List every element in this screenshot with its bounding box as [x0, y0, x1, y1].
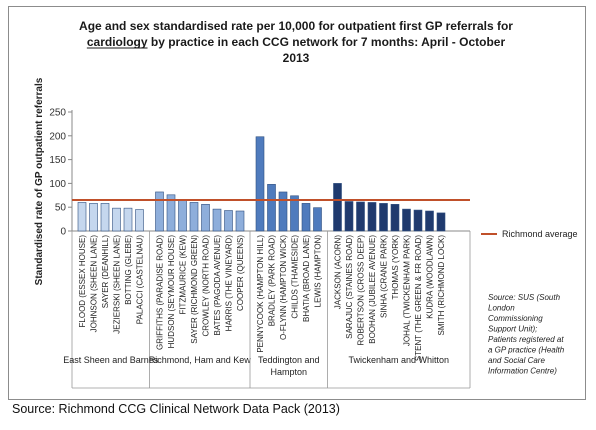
- source-note-line: Information Centre): [488, 367, 557, 376]
- y-tick-label: 150: [49, 155, 66, 166]
- bar: [112, 207, 121, 232]
- category-label: SAYER (DEANHILL): [101, 235, 110, 309]
- category-label: FITZMAURICE (KEW): [179, 235, 188, 315]
- category-label: BOOHAN (JUBILEE AVENUE): [368, 235, 377, 344]
- bar: [278, 191, 288, 232]
- bar: [267, 184, 276, 232]
- category-label: CHILDS (THAMESIDE): [291, 235, 300, 319]
- bar: [390, 204, 400, 232]
- source-note-line: London: [488, 304, 515, 313]
- category-label: KUDRA (WOODLAWN): [426, 235, 435, 319]
- category-label: SINHA (CRANE PARK): [380, 235, 389, 318]
- category-label: SMITH (RICHMOND LOCK): [437, 235, 446, 336]
- bar: [155, 191, 164, 232]
- source-note-line: Support Unit);: [488, 325, 537, 334]
- bar: [313, 207, 322, 232]
- bar: [189, 202, 199, 232]
- bar: [201, 204, 210, 232]
- chart-title-line-2: cardiology by practice in each CCG netwo…: [87, 35, 506, 49]
- category-label: JACKSON (ACORN): [334, 235, 343, 310]
- category-label: BRADLEY (PARK ROAD): [268, 235, 277, 327]
- bar: [77, 202, 87, 232]
- source-note-line: Patients registered at: [488, 335, 564, 344]
- source-caption: Source: Richmond CCG Clinical Network Da…: [12, 402, 340, 416]
- bar: [402, 208, 411, 232]
- group-label: East Sheen and Barnes: [63, 355, 159, 365]
- category-label: ROBERTSON (CROSS DEEP): [357, 235, 366, 346]
- source-note-line: Source: SUS (South: [488, 293, 561, 302]
- bar: [344, 201, 354, 232]
- bar: [436, 212, 446, 232]
- category-label: BOTTING (GLEBE): [124, 235, 133, 305]
- group-label: Richmond, Ham and Kew: [149, 355, 252, 365]
- y-tick-label: 50: [55, 203, 67, 214]
- bar: [212, 208, 222, 232]
- chart-title-line-1: Age and sex standardised rate per 10,000…: [79, 19, 513, 33]
- category-label: HARRIS (THE VINEYARD): [225, 235, 234, 332]
- bar: [224, 210, 233, 232]
- bar: [255, 136, 265, 232]
- bar: [413, 209, 423, 232]
- y-tick-label: 0: [60, 227, 66, 238]
- category-label: PALACCI (CASTELNAU): [136, 235, 145, 325]
- bar: [367, 202, 377, 232]
- category-label: SAYER (RICHMOND GREEN): [190, 235, 199, 344]
- category-label: HUDSON (SEYMOUR HOUSE): [167, 235, 176, 349]
- category-label: BATES (PAGODA AVENUE): [213, 235, 222, 336]
- bar: [356, 201, 365, 232]
- source-note-line: and Social Care: [488, 356, 545, 365]
- bar: [379, 203, 388, 232]
- bar: [235, 210, 245, 232]
- bar: [301, 203, 311, 232]
- category-label: SARAJUC (STAINES ROAD): [345, 235, 354, 339]
- category-label: JOHNSON (SHEEN LANE): [90, 235, 99, 333]
- category-label: COOPER (QUEENS): [236, 235, 245, 311]
- chart-title-line-3: 2013: [283, 51, 310, 65]
- y-tick-label: 100: [49, 179, 66, 190]
- bar: [333, 183, 342, 232]
- category-label: STENT (THE GREEN & FR ROAD): [414, 235, 423, 361]
- bar: [425, 210, 434, 232]
- y-tick-label: 250: [49, 108, 66, 119]
- bar: [166, 194, 176, 232]
- category-label: PENNYCOOK (HAMPTON HILL): [256, 235, 265, 353]
- category-label: LEWIS (HAMPTON): [314, 235, 323, 308]
- source-note-line: a GP practice (Health: [488, 346, 565, 355]
- category-label: THOMAS (YORK): [391, 235, 400, 300]
- bar: [123, 207, 133, 232]
- bar: [100, 203, 110, 232]
- category-label: GRIFFITHS (PARADISE ROAD): [156, 235, 165, 350]
- group-label: Hampton: [270, 367, 307, 377]
- bar: [89, 203, 98, 232]
- category-label: FLOOD (ESSEX HOUSE): [78, 235, 87, 328]
- group-label: Twickenham and Whitton: [348, 355, 449, 365]
- bar: [178, 200, 187, 232]
- category-label: JOHAL (TWICKENHAM PARK): [403, 235, 412, 346]
- y-axis-label: Standardised rate of GP outpatient refer…: [34, 77, 45, 285]
- legend-label: Richmond average: [502, 229, 578, 239]
- bar: [135, 209, 144, 232]
- category-label: JEZIERSKI (SHEEN LANE): [113, 235, 122, 334]
- source-note-line: Commissioning: [488, 314, 543, 323]
- bar: [290, 195, 299, 232]
- category-label: CROWLEY (NORTH ROAD): [202, 235, 211, 337]
- group-label: Teddington and: [258, 355, 320, 365]
- category-label: BHATIA (BROAD LANE): [302, 235, 311, 322]
- category-label: O-FLYNN (HAMPTON WICK): [279, 235, 288, 340]
- y-tick-label: 200: [49, 131, 66, 142]
